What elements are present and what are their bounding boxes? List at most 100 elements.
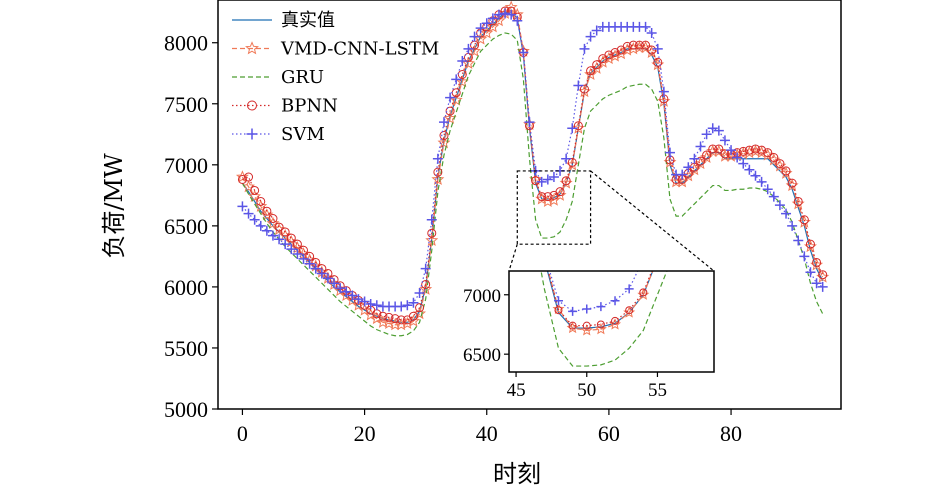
data-point-1-33 [342, 268, 352, 277]
data-point-1-legend [245, 41, 259, 55]
data-point-3-49 [537, 192, 547, 202]
inset-series-2 [540, 271, 668, 367]
y-axis-title: 负荷/MW [100, 153, 128, 259]
y-tick-label-0: 5000 [164, 397, 208, 422]
data-point-4-44 [506, 9, 517, 20]
data-point-4-90 [787, 220, 798, 231]
data-point-4-41 [455, 148, 464, 157]
main-series-group [235, 0, 830, 337]
data-point-1-9 [2, 371, 12, 380]
data-point-4-77 [707, 123, 718, 134]
data-point-4-85 [756, 176, 767, 187]
data-point-1-45 [511, 144, 521, 153]
data-point-4-80 [726, 145, 737, 156]
data-point-4-67 [823, 162, 832, 171]
data-point-1-12 [45, 388, 55, 397]
data-point-1-29 [413, 306, 427, 320]
data-point-3-55 [573, 121, 583, 131]
data-point-3-56 [668, 218, 675, 225]
data-point-4-56 [579, 43, 590, 54]
data-point-4-38 [469, 31, 480, 42]
data-point-1-61 [738, 184, 748, 193]
data-point-1-44 [497, 136, 507, 145]
data-point-3-19 [145, 423, 152, 430]
data-point-3-33 [439, 131, 449, 141]
data-point-1-32 [328, 304, 338, 313]
zoom-connector-left [508, 244, 518, 272]
data-point-4-10 [298, 253, 309, 264]
x-tick-label-1: 20 [354, 421, 376, 446]
main-series-2 [241, 32, 824, 337]
data-point-3-21 [173, 433, 180, 440]
data-point-4-26 [396, 301, 407, 312]
data-point-1-31 [425, 233, 439, 247]
data-point-1-34 [443, 111, 457, 124]
x-tick-label-2: 40 [476, 421, 498, 446]
data-point-4-21 [172, 426, 181, 435]
data-point-3-32 [329, 298, 336, 305]
data-point-3-35 [371, 221, 378, 228]
data-point-1-5 [266, 216, 280, 229]
data-point-4-54 [567, 123, 578, 134]
data-point-4-39 [475, 23, 486, 34]
data-point-4-86 [762, 184, 773, 195]
data-point-4-1 [243, 208, 254, 219]
data-point-3-29 [415, 303, 425, 313]
data-point-4-57 [585, 31, 596, 42]
data-point-1-55 [653, 254, 663, 263]
data-point-3-94 [812, 257, 822, 267]
data-point-4-66 [640, 21, 651, 32]
data-point-1-58 [695, 196, 705, 205]
data-point-4-11 [304, 258, 315, 269]
data-point-4-73 [683, 162, 694, 173]
data-point-4-28 [408, 297, 419, 308]
data-point-3-24 [216, 440, 223, 447]
data-point-4-13 [59, 396, 68, 405]
data-point-4-19 [144, 421, 153, 430]
data-point-4-75 [936, 272, 945, 281]
data-point-3-50 [582, 321, 591, 330]
data-point-3-34 [357, 239, 364, 246]
data-point-1-3 [254, 199, 268, 212]
data-point-3-37 [399, 187, 406, 194]
data-point-1-72 [893, 306, 903, 315]
data-point-3-78 [714, 144, 724, 154]
data-point-3-70 [866, 287, 873, 294]
data-point-3-87 [769, 152, 779, 162]
data-point-1-74 [921, 295, 931, 304]
y-tick-label-4: 7000 [164, 153, 208, 178]
data-point-1-36 [384, 209, 394, 218]
data-point-4-67 [646, 27, 657, 38]
inset-series-4 [59, 148, 945, 435]
data-point-4-7 [280, 239, 291, 250]
data-point-3-60 [604, 50, 614, 60]
data-point-4-8 [286, 244, 297, 255]
main-series-line-3 [242, 10, 824, 321]
data-point-4-34 [356, 225, 365, 234]
data-point-3-11 [32, 380, 39, 387]
inset-x-tick-label-1: 50 [577, 380, 596, 401]
inset-series-line-2 [540, 271, 668, 367]
data-point-3-47 [541, 253, 548, 260]
data-point-4-78 [713, 125, 724, 136]
data-point-4-62 [752, 156, 761, 165]
data-point-4-31 [314, 344, 323, 353]
data-point-4-48 [553, 296, 563, 306]
data-point-3-67 [647, 45, 657, 55]
data-point-1-30 [299, 411, 309, 420]
data-point-3-15 [88, 403, 95, 410]
data-point-4-45 [512, 150, 521, 159]
data-point-1-28 [271, 442, 281, 451]
main-series-4 [237, 8, 828, 312]
data-point-1-38 [412, 179, 422, 188]
data-point-3-29 [286, 430, 293, 437]
data-point-3-31 [427, 228, 437, 238]
data-point-4-54 [639, 255, 648, 264]
data-point-1-73 [907, 300, 917, 309]
data-point-3-84 [750, 144, 760, 154]
inset-tick-group: 45 50 55 6500 7000 [463, 286, 667, 401]
data-point-3-65 [634, 40, 644, 50]
data-point-3-10 [18, 374, 25, 381]
y-tick-label-2: 6000 [164, 275, 208, 300]
data-point-4-94 [811, 278, 822, 289]
